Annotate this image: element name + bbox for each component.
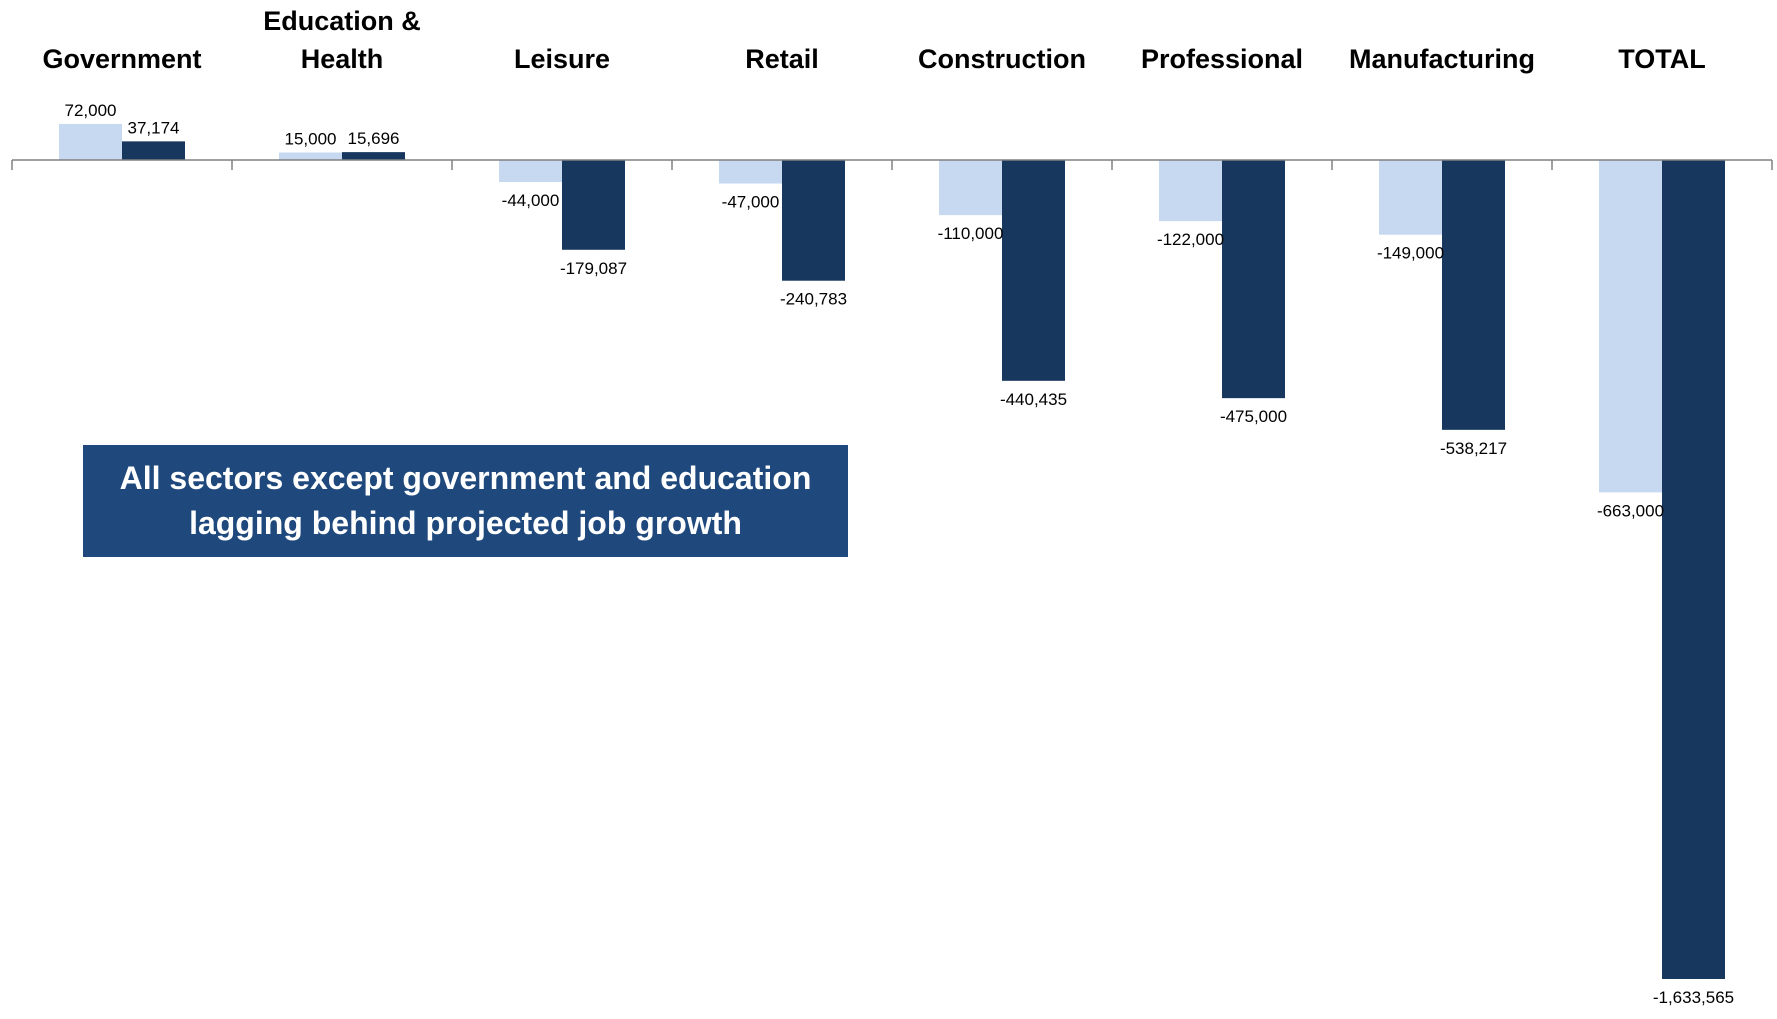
actual-bar xyxy=(122,141,185,160)
callout-line-1: All sectors except government and educat… xyxy=(119,460,812,496)
projected-value-label: -47,000 xyxy=(722,193,780,212)
projected-bar xyxy=(939,160,1002,216)
projected-bar xyxy=(1379,160,1442,235)
x-axis xyxy=(11,159,1773,170)
actual-value-label: 37,174 xyxy=(128,118,180,137)
category-label: Leisure xyxy=(514,44,610,74)
projected-value-label: -149,000 xyxy=(1377,244,1444,263)
category-label: Retail xyxy=(745,44,819,74)
category-label: Manufacturing xyxy=(1349,44,1535,74)
actual-value-label: -240,783 xyxy=(780,290,847,309)
category-label: Construction xyxy=(918,44,1086,74)
bars xyxy=(59,123,1725,979)
callout-line-2: lagging behind projected job growth xyxy=(189,505,742,541)
category-label: Education & Health xyxy=(263,6,421,74)
data-labels: 72,000 15,000 -44,000 -47,000 -110,000 -122,0… xyxy=(65,101,1735,1007)
actual-value-label: -475,000 xyxy=(1220,407,1287,426)
actual-value-label: 15,696 xyxy=(348,129,400,148)
actual-bar xyxy=(1222,160,1285,399)
projected-bar xyxy=(719,160,782,184)
projected-value-label: 15,000 xyxy=(285,129,337,148)
actual-bar xyxy=(342,152,405,160)
projected-value-label: -110,000 xyxy=(938,224,1004,243)
projected-value-label: -44,000 xyxy=(502,191,560,210)
category-label: TOTAL xyxy=(1618,44,1706,74)
projected-bar xyxy=(59,123,122,160)
category-labels: Government Education & Health Leisure Retail… xyxy=(42,6,1705,74)
actual-value-label: -538,217 xyxy=(1440,439,1507,458)
actual-bar xyxy=(1442,160,1505,430)
projected-bar xyxy=(499,160,562,183)
actual-value-label: -179,087 xyxy=(560,259,627,278)
actual-value-label: -440,435 xyxy=(1000,390,1067,409)
projected-value-label: -122,000 xyxy=(1157,230,1224,249)
actual-bar xyxy=(782,160,845,281)
actual-bar xyxy=(562,160,625,250)
projected-value-label: 72,000 xyxy=(65,101,117,120)
projected-bar xyxy=(279,152,342,160)
category-label: Government xyxy=(42,44,201,74)
actual-bar xyxy=(1002,160,1065,381)
actual-value-label: -1,633,565 xyxy=(1653,988,1734,1007)
actual-bar xyxy=(1662,160,1725,979)
projected-bar xyxy=(1599,160,1662,493)
callout-box: All sectors except government and educat… xyxy=(83,445,848,557)
projected-bar xyxy=(1159,160,1222,222)
projected-value-label: -663,000 xyxy=(1597,501,1664,520)
category-label: Professional xyxy=(1141,44,1303,74)
